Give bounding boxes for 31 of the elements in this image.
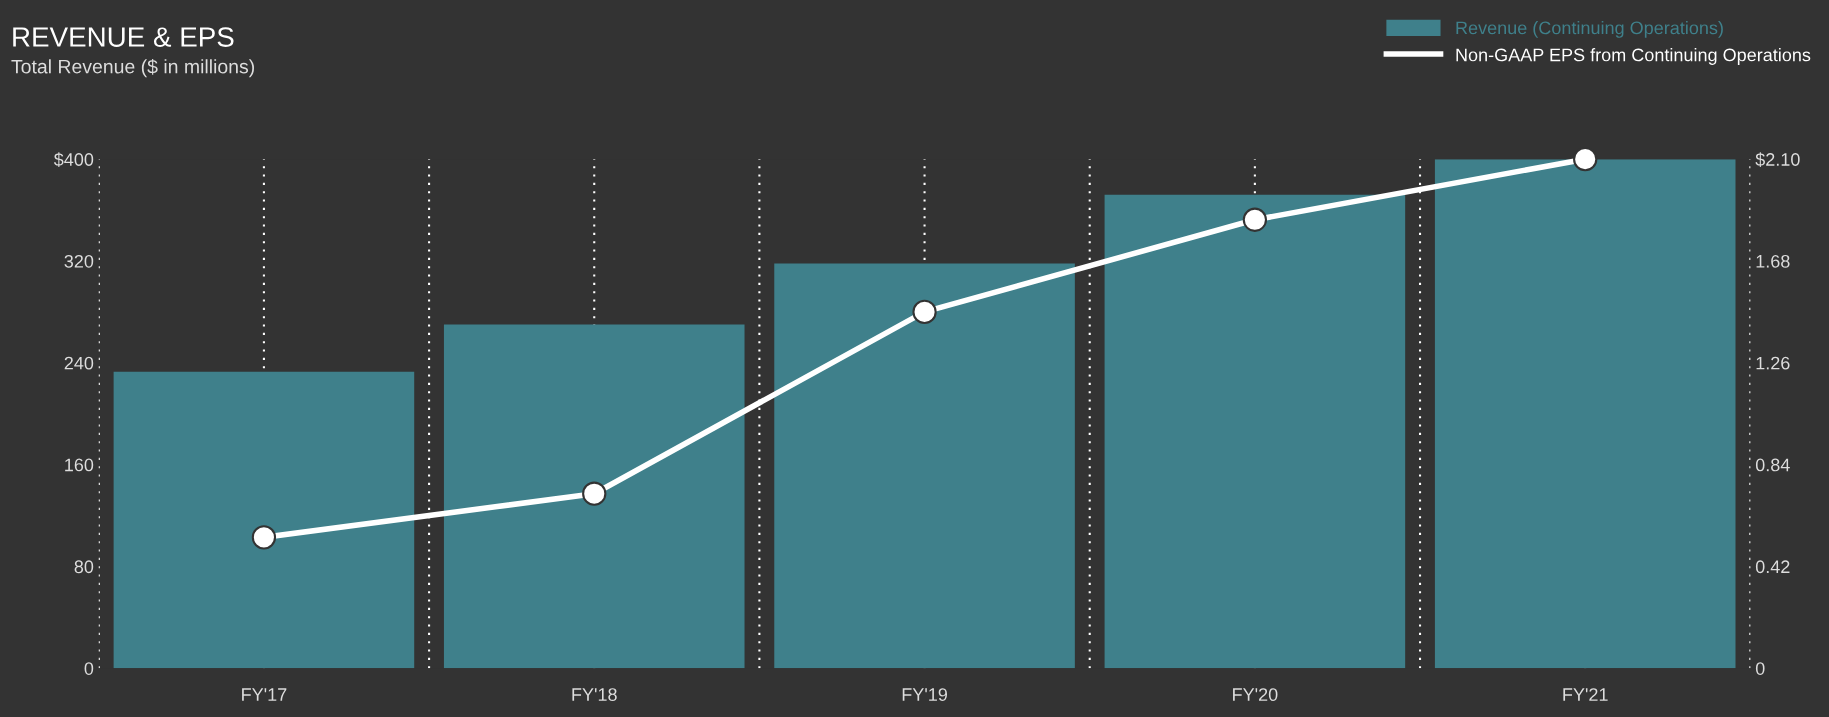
point bbox=[582, 481, 607, 506]
y2-tick-label: $2.10 bbox=[1755, 152, 1800, 167]
legend-label: Revenue (Continuing Operations) bbox=[1456, 21, 1723, 38]
bar bbox=[774, 263, 1075, 669]
x-tick-label: FY'21 bbox=[1563, 688, 1608, 701]
y2-tick-label: 0.84 bbox=[1755, 458, 1790, 472]
bar bbox=[443, 324, 745, 669]
bar bbox=[1434, 159, 1736, 669]
point bbox=[912, 299, 937, 325]
y2-tick-label: 0 bbox=[1755, 662, 1765, 675]
bar bbox=[113, 371, 415, 669]
y2-tick-label: 1.68 bbox=[1756, 254, 1790, 268]
y-tick-label: 80 bbox=[74, 560, 94, 574]
x-tick-label: FY'18 bbox=[572, 688, 617, 701]
point bbox=[1242, 207, 1268, 232]
x-tick-label: FY'20 bbox=[1233, 688, 1278, 701]
y-tick-label: 0 bbox=[84, 662, 94, 675]
y-tick-label: 240 bbox=[64, 356, 94, 370]
x-tick-label: FY'19 bbox=[902, 688, 948, 701]
y-tick-label: $400 bbox=[53, 152, 94, 167]
point bbox=[251, 525, 277, 550]
legend-label: Non-GAAP EPS from Continuing Operations bbox=[1456, 48, 1811, 65]
y2-tick-label: 1.26 bbox=[1756, 356, 1790, 370]
y2-tick-label: 0.42 bbox=[1755, 560, 1790, 574]
x-tick-label: FY'17 bbox=[242, 688, 287, 701]
bar bbox=[1104, 194, 1406, 669]
y-tick-label: 160 bbox=[65, 458, 94, 472]
chart-title: REVENUE & EPS bbox=[13, 27, 234, 47]
point bbox=[1573, 147, 1598, 172]
y-tick-label: 320 bbox=[64, 254, 94, 268]
chart-subtitle: Total Revenue ($ in millions) bbox=[11, 58, 254, 78]
